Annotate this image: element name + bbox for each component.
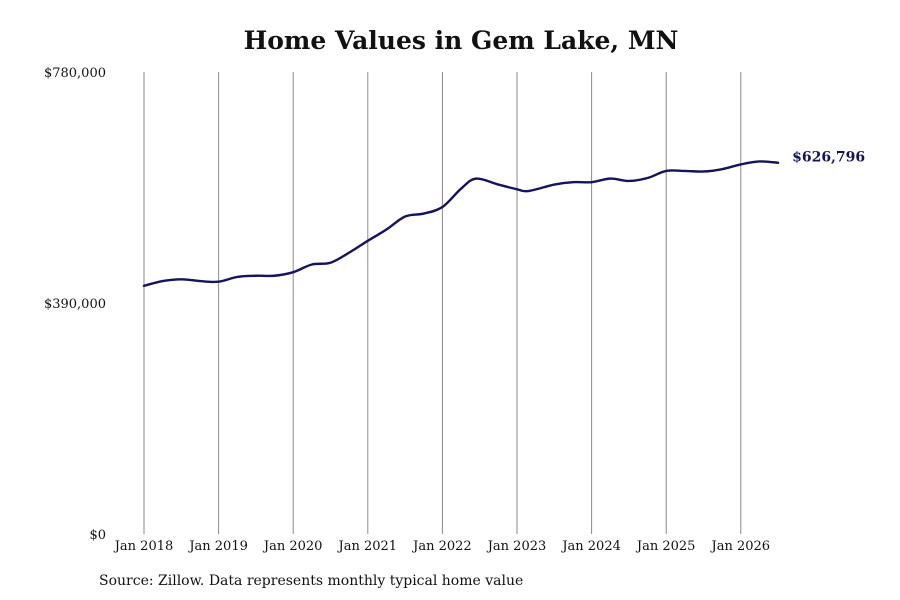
chart-title: Home Values in Gem Lake, MN: [243, 26, 679, 55]
x-tick-label: Jan 2023: [486, 539, 547, 554]
x-tick-label: Jan 2021: [337, 539, 398, 554]
y-tick-label: $780,000: [44, 66, 106, 81]
home-value-line: [142, 160, 780, 288]
y-tick-label: $0: [89, 528, 106, 543]
x-tick-label: Jan 2019: [187, 539, 248, 554]
x-tick-label: Jan 2022: [411, 539, 472, 554]
x-tick-label: Jan 2024: [560, 539, 621, 554]
x-tick-label: Jan 2025: [635, 539, 696, 554]
source-note: Source: Zillow. Data represents monthly …: [99, 573, 524, 589]
x-tick-label: Jan 2018: [113, 539, 174, 554]
x-tick-label: Jan 2020: [262, 539, 323, 554]
x-axis-tick-labels: Jan 2018 Jan 2019 Jan 2020 Jan 2021 Jan 2022…: [113, 539, 770, 554]
x-tick-label: Jan 2026: [710, 539, 771, 554]
y-tick-label: $390,000: [44, 297, 106, 312]
latest-value-label: $626,796: [792, 150, 865, 166]
vertical-gridlines: [143, 72, 742, 534]
y-axis-tick-labels: $780,000 $390,000 $0: [44, 66, 106, 543]
